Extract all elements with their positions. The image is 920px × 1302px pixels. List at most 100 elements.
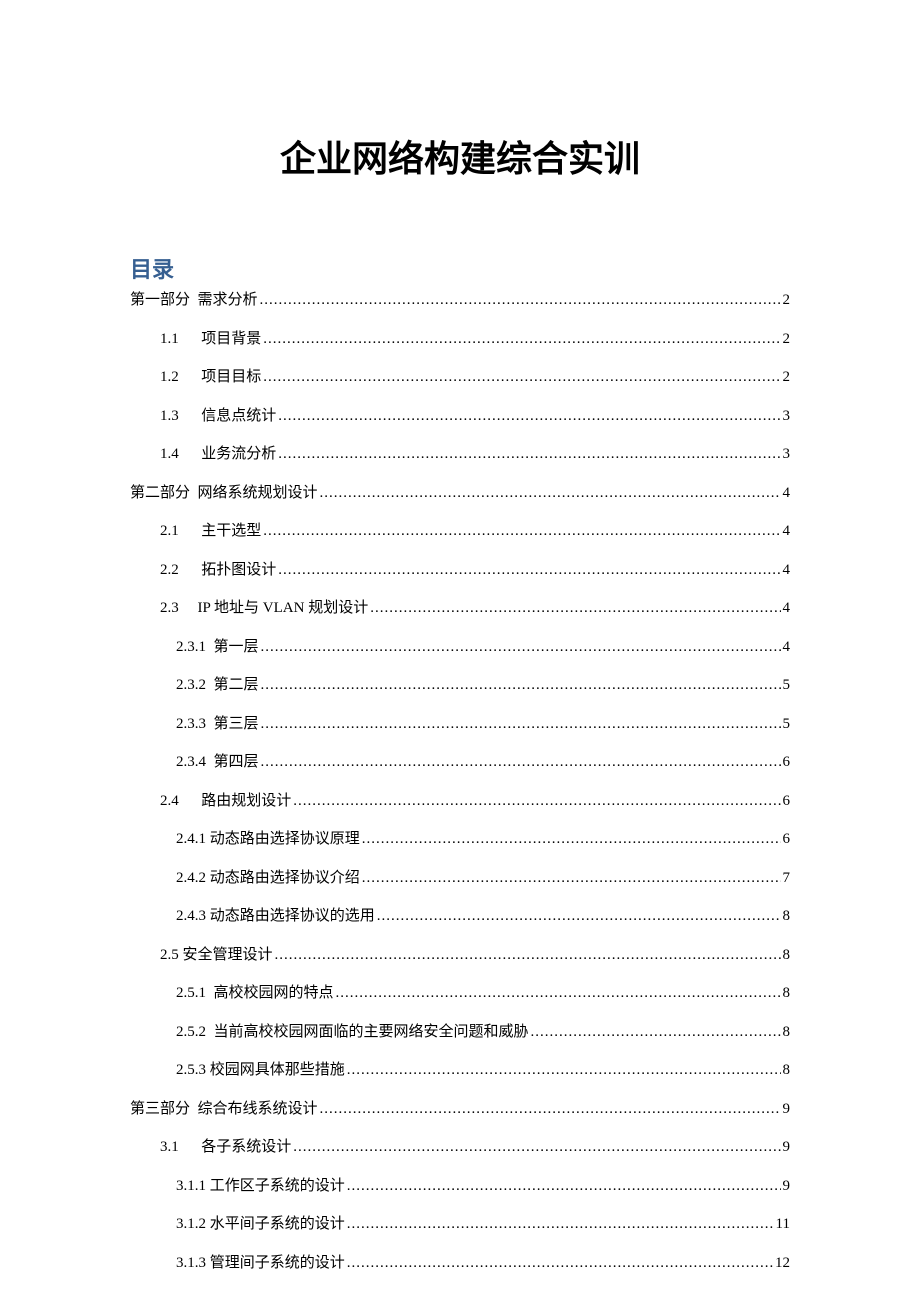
toc-entry-number: 2.1 (160, 519, 179, 545)
toc-entry-number: 2.5 (160, 943, 179, 969)
toc-page-number: 4 (781, 519, 791, 545)
toc-page-number: 8 (781, 981, 791, 1007)
toc-entry[interactable]: 2.4 路由规划设计 6 (130, 789, 790, 815)
toc-entry-text: 水平间子系统的设计 (210, 1212, 345, 1238)
toc-entry-gap (179, 789, 202, 815)
toc-entry-number: 2.3 (160, 596, 179, 622)
toc-leader-dots (276, 558, 780, 584)
toc-entry-text: 校园网具体那些措施 (210, 1058, 345, 1084)
toc-entry[interactable]: 2.5.1 高校校园网的特点 8 (130, 981, 790, 1007)
toc-entry[interactable]: 3.1.1 工作区子系统的设计 9 (130, 1174, 790, 1200)
toc-entry[interactable]: 2.5.2 当前高校校园网面临的主要网络安全问题和威胁 8 (130, 1020, 790, 1046)
toc-page-number: 6 (781, 750, 791, 776)
toc-entry-number: 3.1 (160, 1135, 179, 1161)
toc-leader-dots (261, 327, 780, 353)
toc-entry-text: 各子系统设计 (201, 1135, 291, 1161)
toc-page-number: 4 (781, 558, 791, 584)
toc-entry-text: 网络系统规划设计 (198, 481, 318, 507)
toc-entry[interactable]: 1.3 信息点统计 3 (130, 404, 790, 430)
toc-entry-gap (206, 635, 214, 661)
toc-entry-number: 2.4.3 (176, 904, 206, 930)
toc-entry-text: 路由规划设计 (201, 789, 291, 815)
toc-entry-number: 第一部分 (130, 288, 190, 314)
toc-entry[interactable]: 2.3.1 第一层 4 (130, 635, 790, 661)
toc-entry[interactable]: 1.1 项目背景 2 (130, 327, 790, 353)
toc-heading: 目录 (130, 252, 790, 284)
toc-page-number: 8 (781, 1058, 791, 1084)
toc-entry-gap (206, 673, 214, 699)
toc-page-number: 3 (781, 442, 791, 468)
toc-entry[interactable]: 1.2 项目目标 2 (130, 365, 790, 391)
toc-entry-gap (179, 404, 202, 430)
toc-leader-dots (259, 635, 781, 661)
toc-entry[interactable]: 2.5 安全管理设计 8 (130, 943, 790, 969)
toc-entry-text: 信息点统计 (201, 404, 276, 430)
toc-leader-dots (261, 365, 780, 391)
toc-entry-number: 1.4 (160, 442, 179, 468)
toc-entry-number: 2.5.3 (176, 1058, 206, 1084)
toc-leader-dots (345, 1212, 774, 1238)
toc-entry-gap (206, 1020, 214, 1046)
toc-entry-gap (179, 327, 202, 353)
toc-leader-dots (360, 827, 781, 853)
toc-entry[interactable]: 2.2 拓扑图设计 4 (130, 558, 790, 584)
toc-entry[interactable]: 第一部分 需求分析 2 (130, 288, 790, 314)
toc-entry-gap (179, 442, 202, 468)
toc-entry-text: 主干选型 (201, 519, 261, 545)
toc-page-number: 6 (781, 789, 791, 815)
toc-leader-dots (345, 1251, 773, 1277)
toc-entry-number: 3.1.2 (176, 1212, 206, 1238)
toc-entry-gap (206, 712, 214, 738)
toc-entry-number: 2.5.2 (176, 1020, 206, 1046)
toc-entry[interactable]: 3.1.3 管理间子系统的设计 12 (130, 1251, 790, 1277)
toc-entry-gap (179, 1135, 202, 1161)
toc-entry-text: 第四层 (214, 750, 259, 776)
toc-entry[interactable]: 第二部分 网络系统规划设计 4 (130, 481, 790, 507)
toc-page-number: 8 (781, 943, 791, 969)
toc-entry-text: 第三层 (214, 712, 259, 738)
toc-entry[interactable]: 2.4.2 动态路由选择协议介绍 7 (130, 866, 790, 892)
toc-leader-dots (291, 1135, 780, 1161)
toc-entry[interactable]: 3.1 各子系统设计 9 (130, 1135, 790, 1161)
toc-leader-dots (291, 789, 780, 815)
toc-entry-number: 3.1.3 (176, 1251, 206, 1277)
toc-entry[interactable]: 2.4.1 动态路由选择协议原理 6 (130, 827, 790, 853)
toc-page-number: 9 (781, 1097, 791, 1123)
toc-entry[interactable]: 2.4.3 动态路由选择协议的选用 8 (130, 904, 790, 930)
toc-entry-number: 3.1.1 (176, 1174, 206, 1200)
toc-entry[interactable]: 2.3.4 第四层 6 (130, 750, 790, 776)
toc-entry[interactable]: 2.3 IP 地址与 VLAN 规划设计 4 (130, 596, 790, 622)
toc-leader-dots (318, 481, 781, 507)
toc-page-number: 6 (781, 827, 791, 853)
toc-page-number: 2 (781, 365, 791, 391)
toc-leader-dots (276, 404, 780, 430)
toc-entry[interactable]: 2.3.3 第三层 5 (130, 712, 790, 738)
toc-leader-dots (529, 1020, 781, 1046)
toc-entry-gap (206, 750, 214, 776)
toc-entry-number: 1.1 (160, 327, 179, 353)
toc-page-number: 7 (781, 866, 791, 892)
toc-entry[interactable]: 1.4 业务流分析 3 (130, 442, 790, 468)
toc-entry[interactable]: 3.1.2 水平间子系统的设计 11 (130, 1212, 790, 1238)
toc-entry-gap (179, 519, 202, 545)
toc-entry-gap (190, 1097, 198, 1123)
toc-entry-number: 2.2 (160, 558, 179, 584)
toc-entry-gap (179, 365, 202, 391)
toc-page-number: 9 (781, 1135, 791, 1161)
toc-entry[interactable]: 第三部分 综合布线系统设计 9 (130, 1097, 790, 1123)
toc-entry-number: 2.3.4 (176, 750, 206, 776)
toc-leader-dots (259, 673, 781, 699)
toc-entry[interactable]: 2.5.3 校园网具体那些措施 8 (130, 1058, 790, 1084)
toc-leader-dots (276, 442, 780, 468)
toc-page-number: 4 (781, 596, 791, 622)
toc-entry-text: 第二层 (214, 673, 259, 699)
toc-page-number: 5 (781, 712, 791, 738)
toc-entry[interactable]: 2.1 主干选型 4 (130, 519, 790, 545)
toc-entry-number: 2.3.3 (176, 712, 206, 738)
toc-page-number: 9 (781, 1174, 791, 1200)
toc-page-number: 5 (781, 673, 791, 699)
toc-leader-dots (261, 519, 780, 545)
toc-entry[interactable]: 2.3.2 第二层 5 (130, 673, 790, 699)
toc-entry-gap (179, 596, 198, 622)
toc-entry-text: 拓扑图设计 (201, 558, 276, 584)
